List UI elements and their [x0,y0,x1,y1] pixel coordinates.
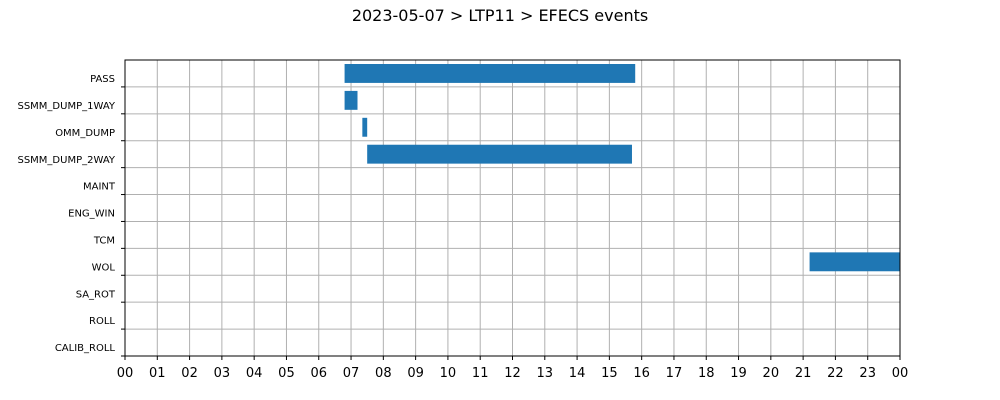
x-tick-label: 00 [892,366,909,381]
x-tick-label: 01 [149,366,166,381]
y-tick-label: TCM [93,236,115,247]
x-tick-label: 06 [310,366,327,381]
x-tick-label: 17 [666,366,683,381]
event-bar-pass [344,64,636,83]
x-tick-label: 15 [601,366,618,381]
y-tick-label: SSMM_DUMP_2WAY [17,155,115,166]
axis-layer: PASS SSMM_DUMP_1WAY OMM_DUMP SSMM_DUMP_2WAY… [17,59,909,381]
x-tick-label: 14 [569,366,586,381]
chart-title: 2023-05-07 > LTP11 > EFECS events [351,6,649,25]
x-tick-label: 12 [504,366,521,381]
event-bar-ssmm-dump-1way [344,90,358,110]
y-tick-label: SA_ROT [76,289,116,300]
x-tick-label: 22 [827,366,844,381]
y-tick-label: MAINT [83,182,116,193]
x-tick-label: 00 [117,366,134,381]
y-tick-label: SSMM_DUMP_1WAY [17,101,115,112]
x-tick-label: 21 [795,366,812,381]
x-tick-label: 16 [633,366,650,381]
event-bar-wol [809,252,900,272]
x-tick-label: 04 [246,366,263,381]
x-tick-label: 13 [537,366,554,381]
x-tick-label: 11 [472,366,489,381]
x-tick-label: 08 [375,366,392,381]
event-bar-ssmm-dump-2way [367,144,632,164]
x-tick-label: 19 [730,366,747,381]
y-tick-label: CALIB_ROLL [55,343,116,354]
x-tick-label: 20 [763,366,780,381]
y-tick-label: OMM_DUMP [55,128,115,139]
x-tick-label: 02 [181,366,198,381]
event-bar-omm-dump [362,117,368,137]
x-tick-label: 07 [343,366,360,381]
x-tick-label: 05 [278,366,295,381]
x-tick-label: 03 [214,366,231,381]
x-tick-label: 18 [698,366,715,381]
grid-layer [124,60,901,356]
x-tick-label: 09 [407,366,424,381]
y-tick-label: WOL [92,262,116,273]
y-tick-label: PASS [90,74,115,85]
bar-layer [344,64,900,272]
x-tick-label: 23 [859,366,876,381]
y-tick-label: ENG_WIN [68,209,115,220]
y-tick-label: ROLL [89,316,115,327]
x-tick-label: 10 [440,366,457,381]
